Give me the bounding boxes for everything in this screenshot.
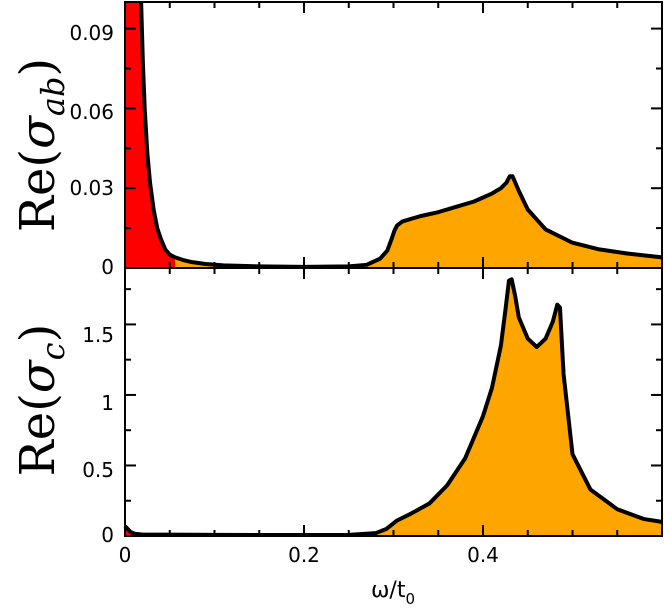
y-tick-label-c-3: 1.5 bbox=[82, 323, 114, 347]
y-label-close-paren-ab: ) bbox=[10, 58, 66, 77]
y-tick-label-ab-1: 0.03 bbox=[69, 176, 114, 200]
y-label-base-c: Re bbox=[10, 412, 66, 477]
y-tick-label-c-1: 0.5 bbox=[82, 458, 114, 482]
y-label-close-paren-c: ) bbox=[10, 324, 66, 343]
x-axis-label: ω/t0 bbox=[371, 578, 415, 608]
y-label-symbol-c: σ bbox=[10, 359, 66, 393]
high-energy-area-ab bbox=[175, 176, 662, 268]
y-label-subscript-c: c bbox=[34, 342, 72, 360]
x-tick-label-0: 0 bbox=[119, 543, 132, 567]
tick-marks-c bbox=[124, 268, 662, 537]
y-tick-label-c-2: 1 bbox=[101, 391, 114, 415]
high-energy-area-c bbox=[135, 279, 663, 536]
y-label-subscript-ab: ab bbox=[34, 77, 72, 117]
y-tick-label-ab-3: 0.09 bbox=[69, 21, 114, 45]
y-tick-label-ab-2: 0.06 bbox=[69, 100, 114, 124]
series-line-c bbox=[123, 277, 663, 538]
x-label-base: ω/t bbox=[371, 578, 406, 603]
y-tick-label-ab-0: 0 bbox=[101, 255, 114, 279]
x-tick-label-2: 0.4 bbox=[467, 543, 499, 567]
y-label-base-ab: Re bbox=[10, 168, 66, 233]
y-axis-label-ab: Re(σab) bbox=[10, 58, 72, 232]
panel-sigma-ab: 0.09 0.06 0.03 0 Re(σab) bbox=[10, 1, 663, 279]
y-label-open-paren-ab: ( bbox=[10, 149, 66, 168]
low-energy-area-ab bbox=[125, 2, 176, 268]
x-tick-label-1: 0.2 bbox=[288, 543, 320, 567]
y-label-open-paren-c: ( bbox=[10, 393, 66, 412]
series-line-ab bbox=[139, 1, 663, 269]
y-label-symbol-ab: σ bbox=[10, 115, 66, 149]
x-label-subscript: 0 bbox=[405, 590, 415, 608]
y-tick-label-c-0: 0 bbox=[101, 523, 114, 547]
y-axis-label-c: Re(σc) bbox=[10, 324, 72, 477]
panel-sigma-c: 1.5 1 0.5 0 0 0.2 0.4 Re(σc) ω/t0 bbox=[10, 267, 663, 608]
